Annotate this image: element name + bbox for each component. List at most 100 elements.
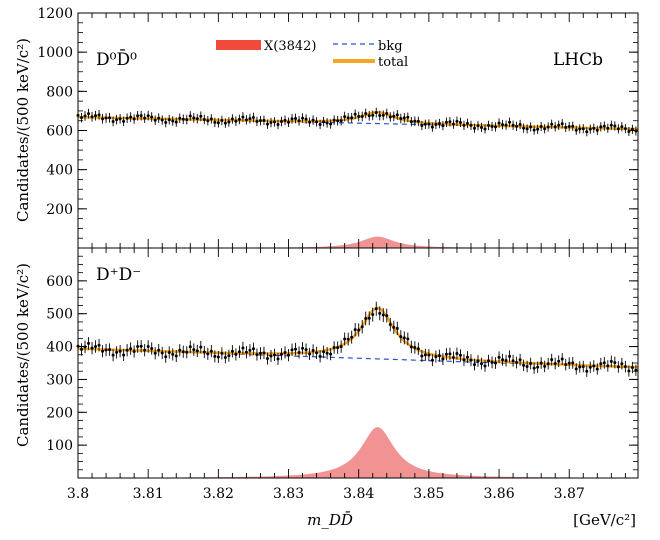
point-marker — [606, 126, 610, 130]
point-marker — [255, 119, 259, 123]
data-point — [480, 357, 484, 370]
point-marker — [469, 358, 473, 362]
point-marker — [164, 121, 168, 125]
point-marker — [174, 354, 178, 358]
x-axis-unit: [GeV/c²] — [573, 511, 636, 529]
data-point — [427, 119, 431, 129]
data-point — [122, 348, 126, 362]
point-marker — [525, 364, 529, 368]
data-point — [227, 349, 231, 362]
data-point — [427, 349, 431, 362]
data-point — [350, 330, 354, 344]
data-point — [325, 118, 329, 128]
data-point — [557, 355, 561, 368]
point-marker — [420, 354, 424, 358]
point-marker — [350, 335, 354, 339]
point-marker — [458, 120, 462, 124]
point-marker — [283, 118, 287, 122]
data-point — [385, 308, 389, 323]
point-marker — [501, 358, 505, 362]
point-marker — [343, 337, 347, 341]
point-marker — [557, 123, 561, 127]
point-marker — [241, 115, 245, 119]
point-marker — [80, 116, 84, 120]
point-marker — [371, 113, 375, 117]
point-marker — [353, 328, 357, 332]
data-point — [532, 125, 536, 135]
point-marker — [322, 350, 326, 354]
point-marker — [634, 368, 638, 372]
point-marker — [248, 117, 252, 121]
top-panel: 200 400 600 800 1000 1200 D⁰D̄⁰ LHCb Candidat… — [14, 6, 639, 249]
point-marker — [213, 354, 217, 358]
point-marker — [595, 128, 599, 132]
bottom-panel-frame — [77, 247, 639, 479]
data-point — [371, 307, 375, 322]
data-point — [409, 340, 413, 354]
data-point — [308, 347, 312, 361]
data-point — [458, 117, 462, 128]
point-marker — [318, 354, 322, 358]
data-point — [634, 126, 638, 136]
x-axis-label: m_DD̄ — [307, 511, 353, 529]
data-point — [546, 357, 550, 370]
data-point — [216, 118, 220, 128]
data-point — [515, 356, 519, 369]
data-point — [104, 343, 108, 357]
point-marker — [511, 359, 515, 363]
data-point — [195, 344, 199, 358]
data-point — [188, 111, 192, 121]
point-marker — [532, 366, 536, 370]
point-marker — [455, 119, 459, 123]
point-marker — [108, 116, 112, 120]
point-marker — [627, 369, 631, 373]
point-marker — [171, 352, 175, 356]
top-panel-y-axis-label: Candidates/(500 keV/c²) — [14, 38, 32, 222]
data-point — [297, 346, 301, 359]
point-marker — [465, 355, 469, 359]
data-point — [458, 349, 462, 362]
data-point — [592, 360, 596, 372]
data-point — [167, 114, 171, 125]
point-marker — [139, 114, 143, 118]
point-marker — [258, 119, 262, 123]
y-tick-label: 100 — [46, 438, 73, 454]
data-point — [329, 348, 333, 361]
signal-component-area — [78, 236, 638, 248]
data-point — [280, 348, 284, 361]
legend-signal-label: X(3842) — [264, 39, 316, 54]
data-point — [529, 357, 533, 370]
data-point — [297, 116, 301, 126]
data-point — [108, 112, 112, 123]
point-marker — [181, 117, 185, 121]
data-point — [209, 114, 213, 124]
point-marker — [483, 127, 487, 131]
data-point — [578, 361, 582, 373]
x-tick-label: 3.85 — [413, 486, 444, 502]
data-point — [595, 363, 599, 375]
point-marker — [367, 316, 371, 320]
point-marker — [515, 361, 519, 365]
point-marker — [258, 351, 262, 355]
point-marker — [80, 347, 84, 351]
point-marker — [543, 364, 547, 368]
point-marker — [522, 363, 526, 367]
point-marker — [599, 125, 603, 129]
data-point — [613, 356, 617, 369]
point-marker — [153, 118, 157, 122]
legend-signal-swatch — [216, 40, 261, 50]
data-point — [241, 112, 245, 122]
point-marker — [620, 362, 624, 366]
bottom-panel-ticks: 100 200 300 400 500 600 — [46, 248, 638, 478]
data-point — [406, 112, 410, 123]
data-point — [223, 118, 227, 128]
point-marker — [227, 120, 231, 124]
data-point — [416, 116, 420, 127]
data-point — [494, 122, 498, 132]
point-marker — [430, 125, 434, 129]
data-point — [437, 349, 441, 362]
data-point — [437, 118, 441, 129]
y-tick-label: 200 — [46, 202, 73, 218]
point-marker — [206, 352, 210, 356]
data-point — [353, 109, 357, 120]
